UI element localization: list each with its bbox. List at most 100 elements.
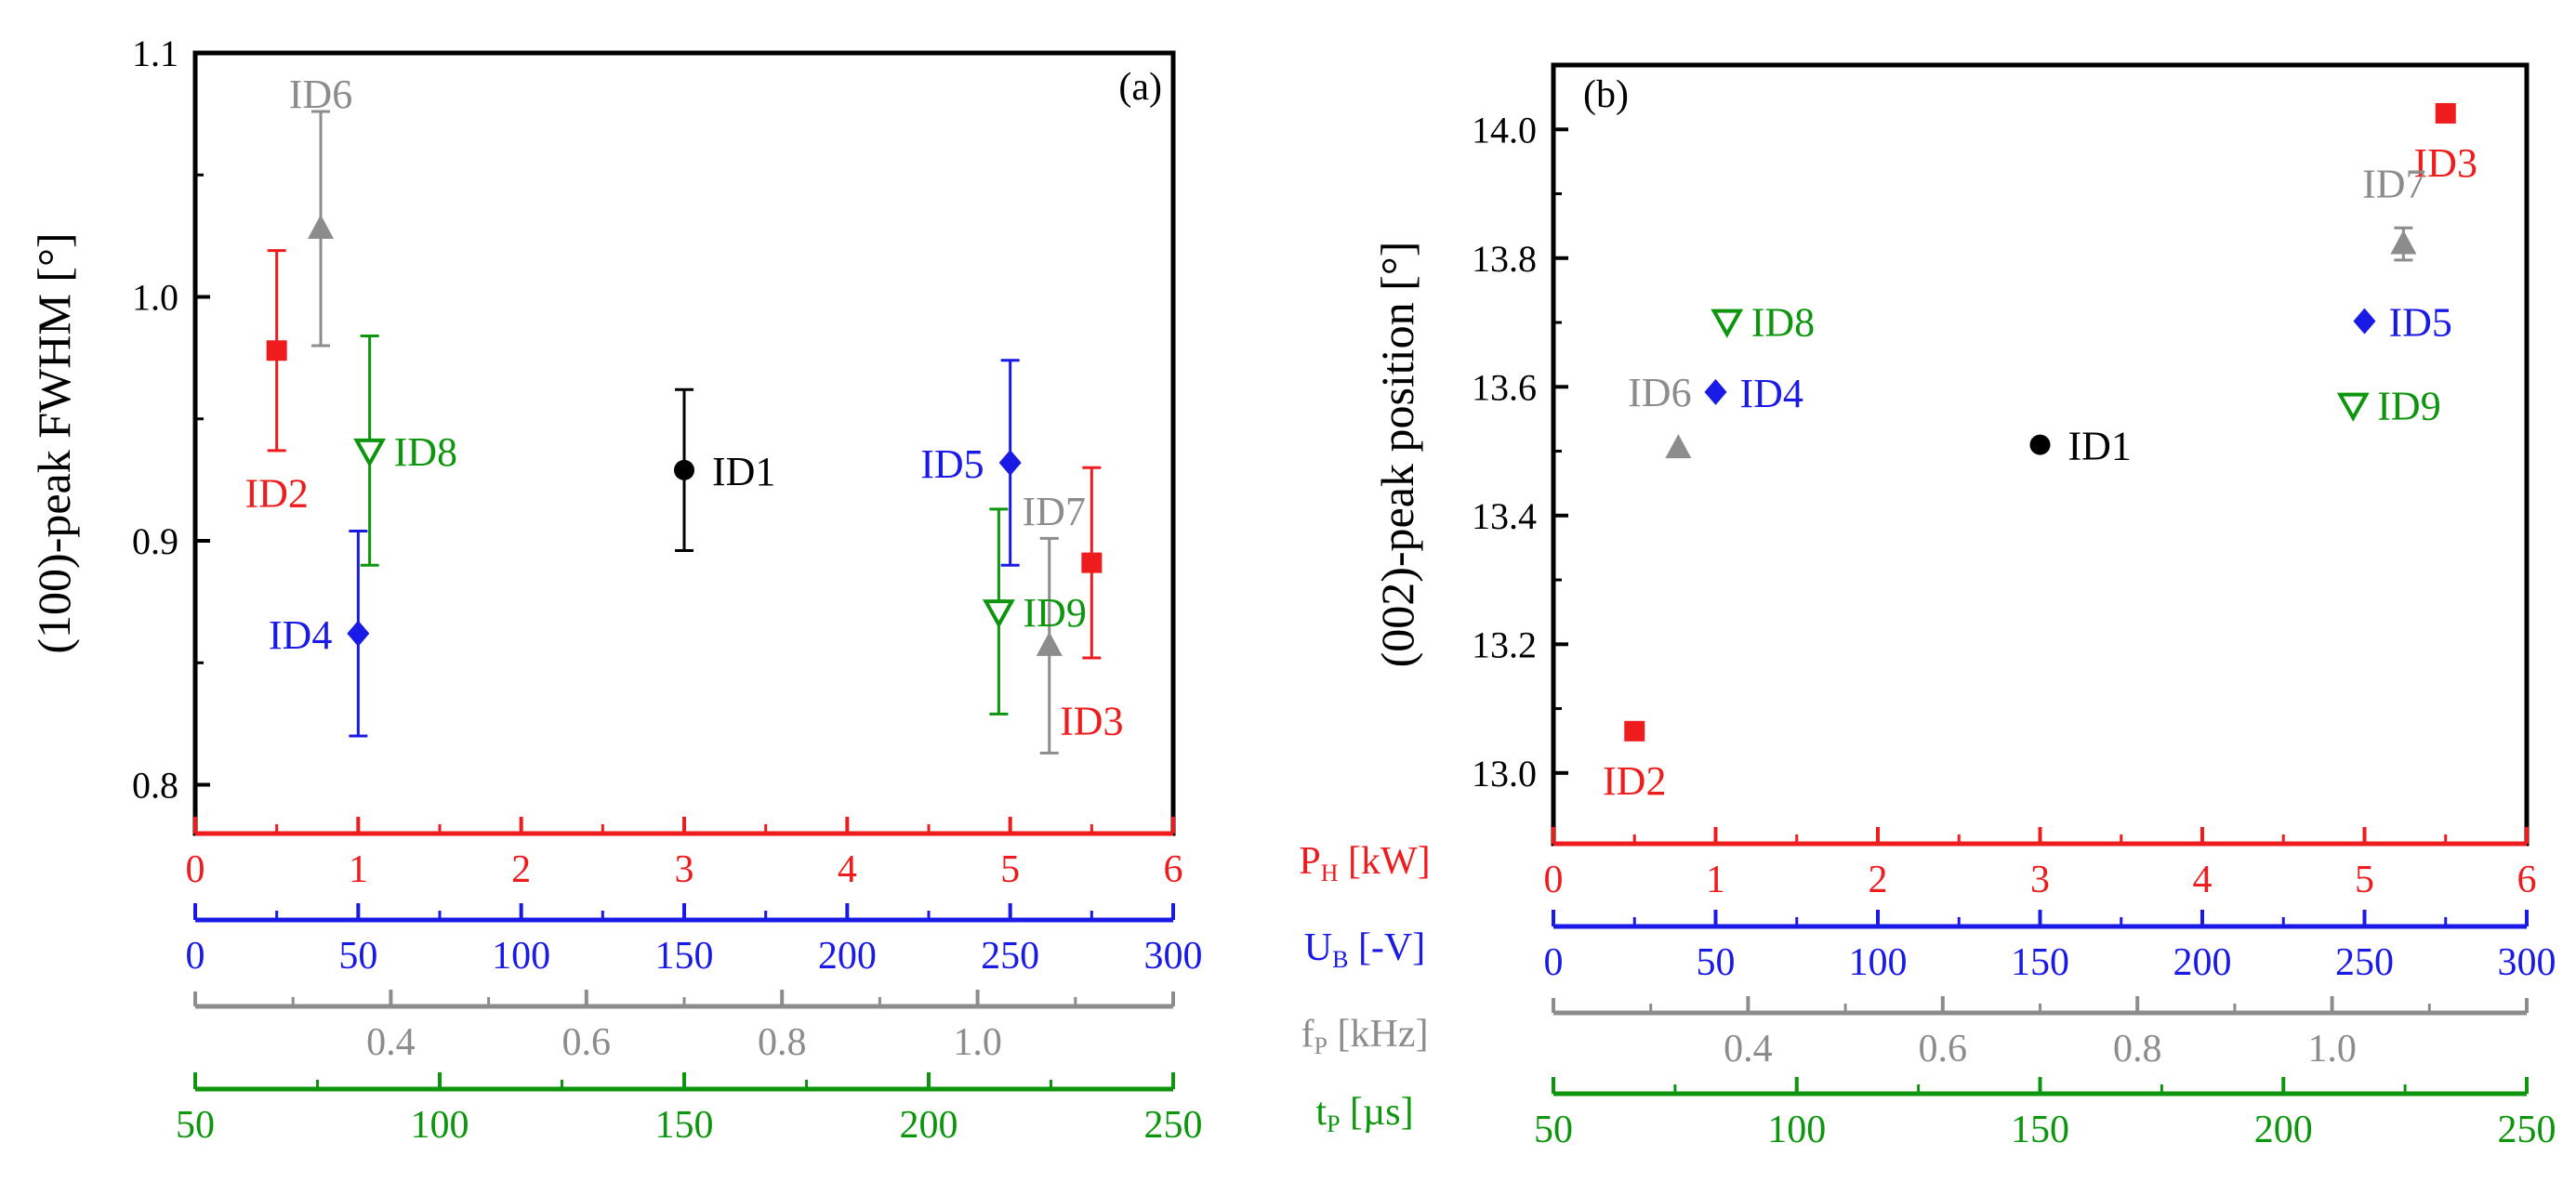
tp-axis-title-unit: [µs] (1341, 1091, 1414, 1134)
tp-axis-title: tP [µs] (1315, 1091, 1413, 1137)
tp-axis-title-subscript: P (1327, 1110, 1340, 1137)
b-y-tick-label: 14.0 (1472, 109, 1537, 151)
b-ub-tick-label: 100 (1849, 941, 1908, 984)
ph-axis-title-subscript: H (1321, 860, 1339, 886)
b-point-label-id5: ID5 (2389, 300, 2452, 346)
b-marker-id4 (1704, 378, 1727, 405)
a-point-label-id6: ID6 (289, 72, 352, 117)
b-ub-tick-label: 50 (1697, 941, 1736, 984)
a-tp-tick-label: 200 (900, 1104, 958, 1147)
a-marker-id3 (1081, 552, 1103, 573)
b-tp-axis: 50 100 150 200 250 (1534, 1077, 2556, 1151)
b-ph-tick-label: 1 (1706, 859, 1725, 901)
a-tp-tick-label: 150 (655, 1104, 714, 1147)
b-ub-tick-label: 300 (2498, 941, 2556, 984)
b-point-id7: ID7 (2362, 162, 2426, 262)
b-ub-tick-label: 250 (2335, 941, 2394, 984)
a-point-label-id5: ID5 (920, 441, 984, 487)
b-ub-tick-label: 200 (2173, 941, 2232, 984)
a-y-tick-label: 0.8 (132, 765, 178, 807)
a-marker-id2 (266, 340, 287, 361)
b-marker-id2 (1624, 720, 1645, 742)
a-point-id6: ID6 (289, 72, 352, 348)
b-point-id5: ID5 (2353, 300, 2452, 346)
b-ph-tick-label: 5 (2355, 859, 2374, 901)
ub-axis-title-subscript: B (1332, 946, 1348, 973)
panel-b-y-axis-title: (002)-peak position [°] (1371, 242, 1423, 668)
b-tp-tick-label: 150 (2011, 1109, 2069, 1151)
b-ph-tick-label: 4 (2193, 859, 2213, 901)
b-y-tick-label: 13.2 (1472, 624, 1537, 665)
b-point-label-id6: ID6 (1628, 370, 1691, 415)
b-marker-id1 (2029, 434, 2051, 455)
panel-a-y-ticks: 0.8 0.9 1.0 1.1 (132, 33, 210, 807)
a-fp-tick-label: 0.6 (562, 1021, 612, 1064)
panel-b-data-marks: ID1 ID2 ID3 ID4 ID5 ID6 ID7 ID8 ID9 (1603, 102, 2477, 804)
a-point-label-id1: ID1 (712, 449, 775, 494)
b-y-tick-label: 13.8 (1472, 238, 1537, 280)
a-ph-tick-label: 1 (349, 848, 368, 891)
a-ub-axis: 0 50 100 150 200 250 300 (186, 903, 1203, 978)
b-point-id8: ID8 (1711, 300, 1815, 346)
a-point-label-id2: ID2 (244, 470, 308, 516)
b-marker-id5 (2353, 308, 2376, 335)
ph-axis-title-symbol: P (1299, 840, 1320, 883)
b-point-id6: ID6 (1628, 370, 1692, 459)
a-point-id5: ID5 (920, 359, 1022, 567)
a-ub-tick-label: 200 (818, 935, 877, 978)
b-point-label-id9: ID9 (2377, 384, 2440, 429)
panel-a-x-axes: 0 1 2 3 4 5 6 0 50 100 150 200 250 300 0.4 0.6 0.8 1.0 50 1… (176, 817, 1203, 1147)
a-point-label-id9: ID9 (1023, 590, 1086, 636)
a-ph-tick-label: 0 (186, 848, 205, 891)
b-marker-id8 (1711, 309, 1744, 338)
ub-axis-title: UB [-V] (1304, 926, 1425, 973)
b-ph-tick-label: 0 (1544, 859, 1564, 901)
a-marker-id8 (353, 438, 387, 467)
a-marker-id7 (1036, 631, 1063, 656)
b-ph-tick-label: 2 (1869, 859, 1888, 901)
b-y-tick-label: 13.6 (1472, 366, 1537, 408)
ph-axis-title: PH [kW] (1299, 840, 1430, 886)
b-point-label-id8: ID8 (1751, 300, 1815, 346)
a-ub-tick-label: 300 (1144, 935, 1203, 978)
b-tp-tick-label: 100 (1767, 1109, 1826, 1151)
a-point-label-id3: ID3 (1060, 699, 1123, 744)
b-point-label-id3: ID3 (2414, 140, 2477, 186)
panel-b: 13.0 13.2 13.4 13.6 13.8 14.0 ID1 ID2 ID3 ID4 ID5… (1371, 62, 2556, 1151)
b-marker-id6 (1665, 434, 1692, 459)
a-marker-id5 (998, 450, 1022, 476)
b-ub-tick-label: 0 (1544, 941, 1564, 984)
ub-axis-title-symbol: U (1304, 926, 1332, 969)
b-point-id1: ID1 (2029, 424, 2132, 469)
b-point-label-id7: ID7 (2362, 162, 2425, 207)
b-ph-axis: 0 1 2 3 4 5 6 (1544, 827, 2537, 901)
a-ub-tick-label: 100 (492, 935, 550, 978)
b-marker-id7 (2390, 230, 2417, 255)
a-ph-axis: 0 1 2 3 4 5 6 (186, 817, 1183, 891)
a-marker-id6 (308, 215, 335, 239)
ph-axis-title-unit: [kW] (1339, 840, 1431, 883)
a-ub-tick-label: 250 (981, 935, 1039, 978)
b-y-tick-label: 13.0 (1472, 753, 1537, 795)
tp-axis-title-symbol: t (1315, 1091, 1327, 1134)
a-point-id2: ID2 (244, 249, 309, 516)
b-ub-tick-label: 150 (2011, 941, 2069, 984)
b-fp-tick-label: 1.0 (2307, 1028, 2357, 1070)
b-fp-tick-label: 0.8 (2113, 1028, 2162, 1070)
a-fp-tick-label: 1.0 (953, 1021, 1002, 1064)
b-ub-axis: 0 50 100 150 200 250 300 (1544, 910, 2556, 984)
b-point-id3: ID3 (2414, 102, 2477, 186)
a-point-id4: ID4 (269, 530, 370, 738)
fp-axis-title-unit: [kHz] (1328, 1013, 1428, 1056)
a-point-label-id4: ID4 (269, 612, 332, 658)
panel-b-label: (b) (1583, 73, 1629, 116)
a-y-tick-label: 1.1 (132, 33, 178, 74)
a-point-id3: ID3 (1060, 466, 1124, 744)
a-point-id8: ID8 (353, 335, 457, 567)
a-tp-tick-label: 250 (1144, 1104, 1203, 1147)
a-fp-axis: 0.4 0.6 0.8 1.0 (193, 990, 1175, 1064)
b-ph-tick-label: 3 (2030, 859, 2050, 901)
b-fp-tick-label: 0.6 (1919, 1028, 1968, 1070)
a-y-tick-label: 1.0 (132, 277, 178, 319)
b-tp-tick-label: 50 (1534, 1109, 1573, 1151)
